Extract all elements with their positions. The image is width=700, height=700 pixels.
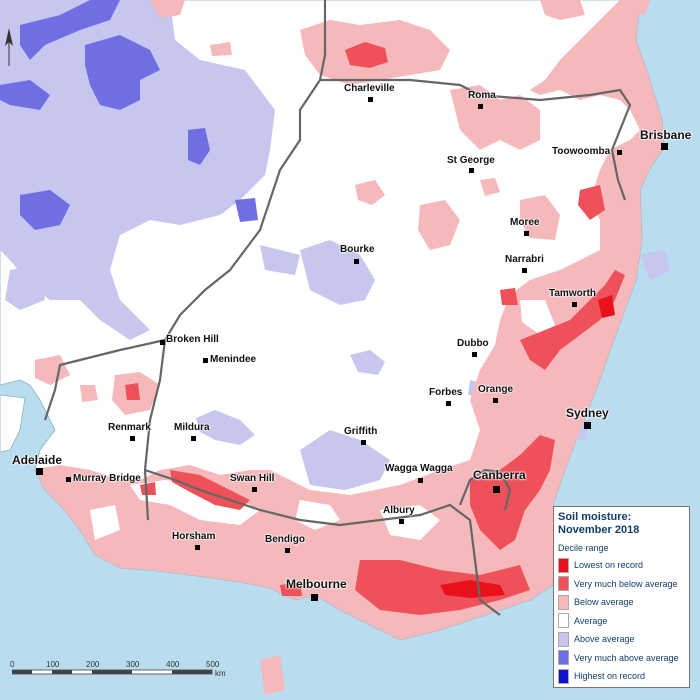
place-label: Menindee bbox=[210, 354, 257, 365]
scale-tick: 400 bbox=[166, 660, 180, 669]
place-marker bbox=[191, 436, 196, 441]
place-marker bbox=[661, 143, 668, 150]
scale-bar: 0 100 200 300 400 500 km bbox=[10, 660, 227, 680]
place-marker bbox=[493, 486, 500, 493]
legend-swatch bbox=[558, 594, 569, 610]
place-marker bbox=[36, 468, 43, 475]
place-marker bbox=[252, 487, 257, 492]
place-label: Roma bbox=[468, 90, 496, 101]
place-label: Mildura bbox=[174, 422, 210, 433]
place-marker bbox=[446, 401, 451, 406]
scale-tick: 200 bbox=[86, 660, 100, 669]
place-marker bbox=[418, 478, 423, 483]
scale-tick: 100 bbox=[46, 660, 60, 669]
legend-swatch bbox=[558, 613, 569, 629]
legend-title-line1: Soil moisture: bbox=[558, 511, 632, 523]
place-label: Sydney bbox=[566, 406, 609, 420]
lowest-on-record-areas bbox=[440, 295, 615, 598]
place-label: Dubbo bbox=[457, 338, 489, 349]
place-label: Brisbane bbox=[640, 128, 692, 142]
place-label: Wagga Wagga bbox=[385, 463, 453, 474]
place-marker bbox=[66, 477, 71, 482]
place-label: Renmark bbox=[108, 422, 151, 433]
place-label: Bendigo bbox=[265, 534, 305, 545]
place-label: Melbourne bbox=[286, 577, 347, 591]
scale-tick: 0 bbox=[10, 660, 15, 669]
legend-item: Very much below average bbox=[558, 575, 685, 594]
very-much-above-average-areas bbox=[0, 0, 258, 230]
place-label: Charleville bbox=[344, 83, 395, 94]
legend-label: Very much above average bbox=[574, 652, 679, 663]
very-much-below-average-areas bbox=[125, 42, 625, 615]
legend-swatch bbox=[558, 631, 569, 647]
legend-label: Average bbox=[574, 615, 608, 626]
place-label: Narrabri bbox=[505, 254, 544, 265]
place-label: Horsham bbox=[172, 531, 216, 542]
legend-swatch bbox=[558, 650, 569, 666]
place-marker bbox=[130, 436, 135, 441]
place-label: Moree bbox=[510, 217, 540, 228]
place-marker bbox=[361, 440, 366, 445]
legend: Soil moisture: November 2018 Decile rang… bbox=[553, 506, 690, 688]
place-marker bbox=[617, 150, 622, 155]
legend-label: Below average bbox=[574, 597, 634, 608]
place-marker bbox=[572, 302, 577, 307]
peninsula bbox=[0, 394, 26, 453]
scale-tick: 300 bbox=[126, 660, 140, 669]
legend-label: Lowest on record bbox=[574, 560, 644, 571]
place-marker bbox=[584, 422, 591, 429]
place-label: Murray Bridge bbox=[73, 473, 141, 484]
place-label: Broken Hill bbox=[166, 334, 219, 345]
place-label: Bourke bbox=[340, 244, 375, 255]
place-label: Tamworth bbox=[549, 288, 597, 299]
place-marker bbox=[493, 398, 498, 403]
legend-item: Lowest on record bbox=[558, 556, 685, 575]
place-label: Toowoomba bbox=[552, 146, 611, 157]
place-marker bbox=[469, 168, 474, 173]
legend-label: Very much below average bbox=[574, 578, 678, 589]
legend-item: Below average bbox=[558, 593, 685, 612]
legend-item: Average bbox=[558, 612, 685, 631]
legend-swatch bbox=[558, 557, 569, 573]
place-label: Orange bbox=[478, 384, 514, 395]
legend-subtitle: Decile range bbox=[558, 543, 609, 553]
place-marker bbox=[472, 352, 477, 357]
place-label: Swan Hill bbox=[230, 473, 275, 484]
legend-label: Above average bbox=[574, 634, 635, 645]
place-marker bbox=[368, 97, 373, 102]
legend-swatch bbox=[558, 576, 569, 592]
state-borders bbox=[43, 0, 632, 616]
place-marker bbox=[195, 545, 200, 550]
legend-item: Highest on record bbox=[558, 667, 685, 686]
place-marker bbox=[203, 358, 208, 363]
place-marker bbox=[478, 104, 483, 109]
place-label: Albury bbox=[383, 505, 415, 516]
place-label: Forbes bbox=[429, 387, 463, 398]
place-marker bbox=[285, 548, 290, 553]
scale-bar-graphic bbox=[11, 669, 213, 675]
place-label: Griffith bbox=[344, 426, 378, 437]
north-arrow-icon bbox=[5, 28, 13, 66]
place-marker bbox=[354, 259, 359, 264]
legend-swatch bbox=[558, 668, 569, 684]
legend-items: Lowest on record Very much below average B… bbox=[558, 556, 685, 686]
place-marker bbox=[522, 268, 527, 273]
place-label: St George bbox=[447, 155, 495, 166]
scale-unit: km bbox=[215, 669, 226, 678]
scale-tick: 500 bbox=[206, 660, 220, 669]
place-marker bbox=[311, 594, 318, 601]
place-marker bbox=[399, 519, 404, 524]
place-label: Adelaide bbox=[12, 453, 63, 467]
legend-title-line2: November 2018 bbox=[558, 524, 640, 536]
average-areas bbox=[90, 300, 555, 540]
legend-label: Highest on record bbox=[574, 671, 646, 682]
place-label: Canberra bbox=[473, 468, 526, 482]
place-marker bbox=[524, 231, 529, 236]
legend-item: Above average bbox=[558, 630, 685, 649]
place-marker bbox=[160, 340, 165, 345]
legend-item: Very much above average bbox=[558, 649, 685, 668]
